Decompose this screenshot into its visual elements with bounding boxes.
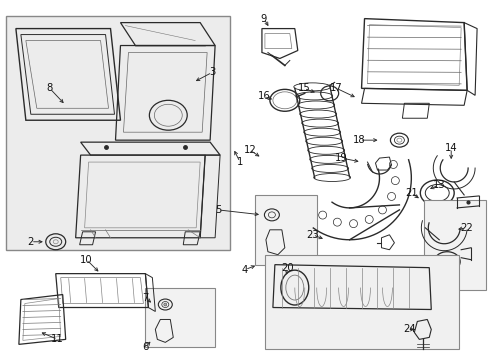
Text: 13: 13 — [432, 180, 445, 190]
Text: 5: 5 — [214, 205, 221, 215]
Text: 2: 2 — [28, 237, 34, 247]
Text: 17: 17 — [329, 84, 342, 93]
Text: 22: 22 — [459, 223, 471, 233]
FancyBboxPatch shape — [264, 255, 458, 349]
Text: 23: 23 — [306, 230, 318, 240]
Text: 19: 19 — [335, 153, 347, 163]
FancyBboxPatch shape — [424, 200, 485, 289]
Text: 9: 9 — [260, 14, 266, 24]
Text: 3: 3 — [208, 67, 215, 77]
Text: 8: 8 — [46, 84, 53, 93]
Ellipse shape — [163, 303, 166, 306]
Text: 1: 1 — [236, 157, 243, 167]
FancyBboxPatch shape — [145, 288, 215, 347]
Text: 21: 21 — [404, 188, 417, 198]
FancyBboxPatch shape — [254, 195, 316, 265]
Text: 16: 16 — [257, 91, 270, 101]
Text: 12: 12 — [243, 145, 256, 155]
Text: 20: 20 — [281, 263, 294, 273]
Text: 4: 4 — [242, 265, 247, 275]
Text: 15: 15 — [297, 84, 309, 93]
Text: 14: 14 — [444, 143, 457, 153]
Text: 18: 18 — [352, 135, 365, 145]
Text: 6: 6 — [142, 342, 148, 352]
Text: 10: 10 — [80, 255, 93, 265]
Text: 24: 24 — [402, 324, 415, 334]
Text: 7: 7 — [142, 293, 148, 302]
Text: 11: 11 — [51, 334, 64, 345]
FancyBboxPatch shape — [6, 15, 229, 250]
